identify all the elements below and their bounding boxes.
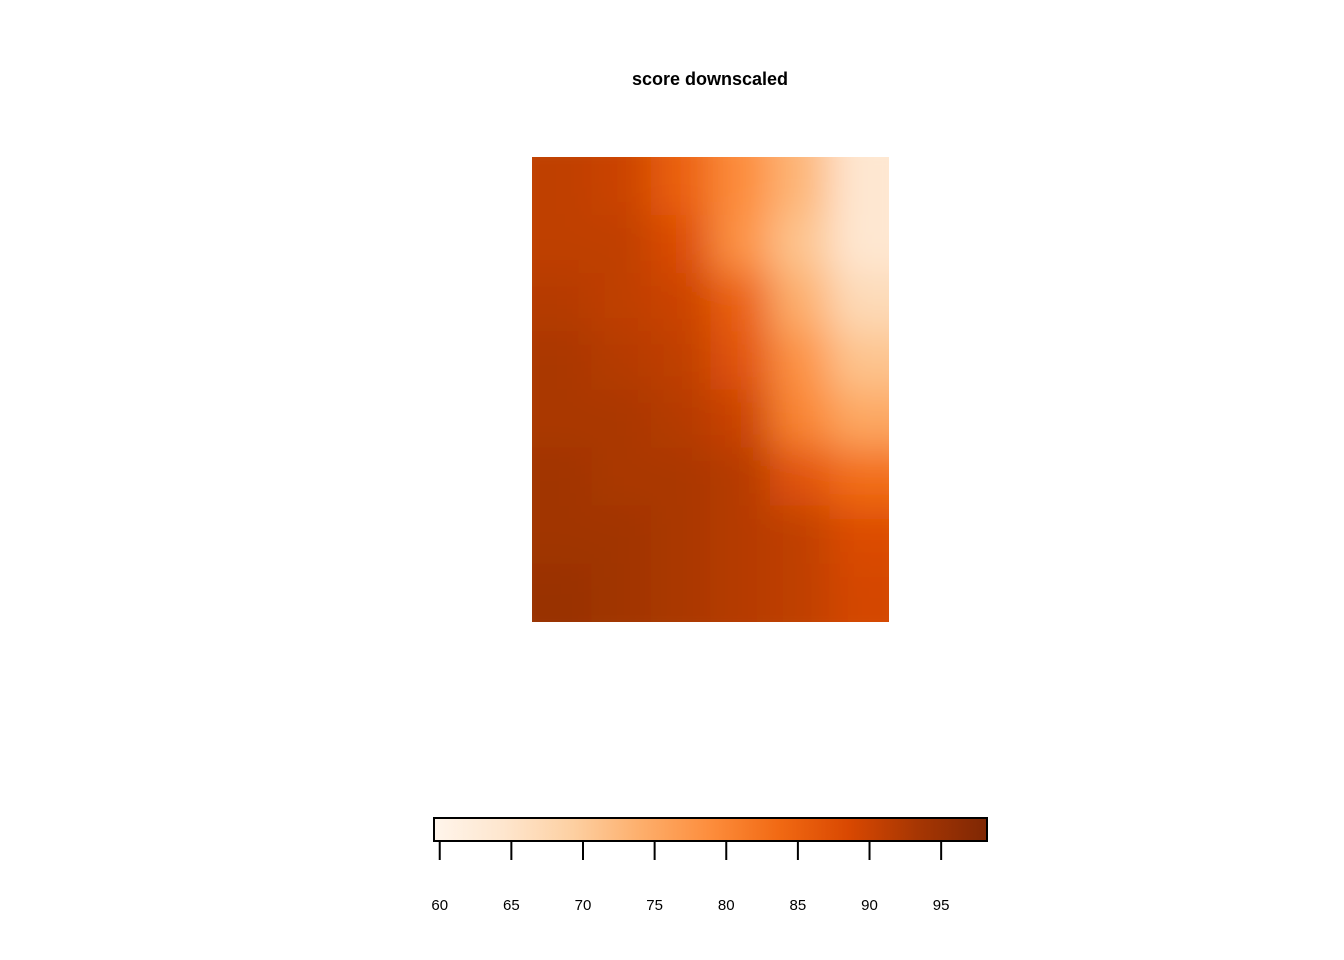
heatmap-cell <box>591 331 652 391</box>
heatmap-cell <box>651 157 712 217</box>
heatmap-cell <box>651 563 712 622</box>
legend-tick-label: 75 <box>646 897 663 914</box>
heatmap-cell <box>532 389 593 449</box>
heatmap-cell <box>651 331 712 391</box>
heatmap-cell <box>829 273 889 333</box>
legend-tick-label: 80 <box>718 897 735 914</box>
legend-tick-label: 60 <box>431 897 448 914</box>
heatmap-cell <box>532 563 593 622</box>
heatmap-cell <box>532 273 593 333</box>
heatmap-cell <box>591 389 652 449</box>
heatmap-cell <box>532 157 593 217</box>
heatmap-panel <box>532 157 889 622</box>
heatmap-cell <box>532 505 593 565</box>
heatmap-cell <box>591 273 652 333</box>
heatmap-cell <box>651 215 712 275</box>
heatmap-cell <box>710 505 771 565</box>
heatmap-cell <box>770 447 831 507</box>
heatmap-cell <box>532 331 593 391</box>
heatmap-cell <box>651 389 712 449</box>
heatmap-cell <box>710 447 771 507</box>
heatmap-cell <box>710 215 771 275</box>
heatmap-cell <box>591 215 652 275</box>
heatmap-cell <box>770 505 831 565</box>
heatmap-cell <box>710 273 771 333</box>
color-legend: 60 65 70 75 80 85 90 95 <box>431 817 988 914</box>
heatmap-cell <box>829 389 889 449</box>
heatmap-cell <box>770 331 831 391</box>
heatmap-cell <box>829 157 889 217</box>
heatmap-cell <box>532 447 593 507</box>
heatmap-cell <box>829 215 889 275</box>
heatmap-cell <box>591 505 652 565</box>
heatmap-cell <box>532 215 593 275</box>
heatmap-cell <box>829 505 889 565</box>
heatmap-cell <box>651 505 712 565</box>
chart-title: score downscaled <box>632 69 788 89</box>
legend-tick-label: 85 <box>790 897 807 914</box>
heatmap-cell <box>591 447 652 507</box>
heatmap-cell <box>591 563 652 622</box>
heatmap-cell <box>591 157 652 217</box>
legend-ticks: 60 65 70 75 80 85 90 95 <box>431 841 949 914</box>
heatmap-cell <box>770 157 831 217</box>
heatmap-cell <box>710 563 771 622</box>
heatmap-cell <box>770 389 831 449</box>
legend-tick-label: 70 <box>575 897 592 914</box>
heatmap-cell <box>829 331 889 391</box>
heatmap-cell <box>829 447 889 507</box>
legend-colorbar <box>433 817 988 842</box>
heatmap-cell <box>770 215 831 275</box>
heatmap-cell <box>770 563 831 622</box>
heatmap-cell <box>770 273 831 333</box>
heatmap-cell <box>651 273 712 333</box>
heatmap-cell <box>710 331 771 391</box>
heatmap-cells <box>532 157 889 622</box>
heatmap-cell <box>829 563 889 622</box>
legend-tick-label: 95 <box>933 897 950 914</box>
legend-tick-label: 65 <box>503 897 520 914</box>
heatmap-cell <box>710 389 771 449</box>
heatmap-cell <box>651 447 712 507</box>
heatmap-cell <box>710 157 771 217</box>
legend-tick-label: 90 <box>861 897 878 914</box>
